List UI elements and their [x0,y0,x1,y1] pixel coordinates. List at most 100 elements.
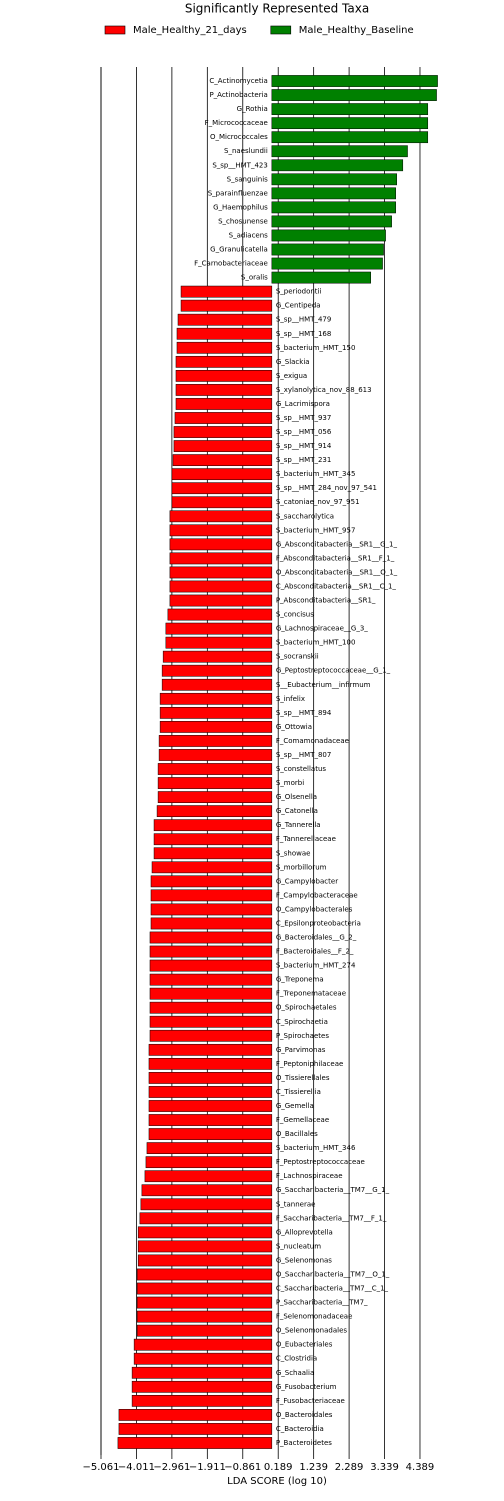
bar [149,959,273,972]
category-label: S_sp__HMT_231 [276,456,331,464]
category-label: S_chosunense [218,217,268,225]
bar [149,931,273,944]
bar [271,75,438,87]
bar [157,777,273,789]
category-label: C_Saccharibacteria__TM7__C_1_ [276,1285,389,1293]
category-label: G_Saccharibacteria__TM7__G_1_ [276,1186,390,1194]
category-label: G_Campylobacter [276,877,338,885]
category-label: G_Absconditabacteria__SR1__G_1_ [276,540,398,548]
category-label: S_xylanolytica_nov_88_613 [276,386,372,394]
category-label: G_Treponema [276,976,324,984]
bar [173,440,273,452]
category-label: G_Parvimonas [276,1046,326,1054]
bar [150,875,273,888]
category-label: S_constellatus [276,765,327,773]
bar [149,1015,273,1028]
bar [271,159,404,172]
category-label: S_morbi [276,779,304,787]
bar [175,370,273,382]
category-label: F_Bacteroidales__F_2_ [276,948,354,956]
category-label: C_Actinomycetia [209,77,267,85]
bar [158,735,273,747]
bar [139,1212,273,1225]
category-label: S_parainfluenzae [208,189,268,197]
x-tick-label: −0.861 [224,1462,261,1473]
bar [148,1100,273,1112]
category-label: S_bacterium_HMT_957 [276,526,356,534]
category-label: S_bacterium_HMT_150 [276,344,356,352]
category-label: F_Fusobacteriaceae [276,1397,345,1405]
category-label: S_sp__HMT_807 [276,751,331,759]
category-label: G_Fusobacterium [276,1383,337,1391]
bar [157,791,273,803]
bar [169,594,273,607]
category-label: F_Peptostreptococcaceae [276,1158,365,1166]
bar [162,650,273,663]
bar [133,1338,273,1351]
category-label: F_Treponemataceae [276,990,346,998]
category-label: G_Selenomonas [276,1256,332,1264]
x-axis-label: LDA SCORE (log 10) [227,1476,327,1487]
category-label: O_Bacteroidales [276,1411,333,1419]
bar [271,271,371,284]
category-label: S_bacterium_HMT_345 [276,470,356,478]
bar [175,384,273,396]
bar [176,341,273,354]
bar [271,243,384,256]
category-label: G_Lachnospiraceae__G_3_ [276,625,368,633]
bar [271,229,386,242]
category-label: F_Lachnospiraceae [276,1172,343,1180]
category-label: S_exigua [276,372,307,380]
category-label: O_Tissierellales [276,1074,330,1082]
bar [145,1156,273,1169]
bar [136,1296,273,1309]
category-label: G_Granulicatella [210,246,268,254]
category-label: P_Bacteroidetes [276,1439,332,1447]
category-label: O_Absconditabacteria__SR1__O_1_ [276,568,398,576]
category-label: S_sp__HMT_284_nov_97_541 [276,484,377,492]
legend-swatch [104,25,126,35]
category-label: O_Selenomonadales [276,1327,348,1335]
category-label: G_Haemophilus [213,203,268,211]
x-tick-label: 4.389 [406,1462,435,1473]
bar [136,1268,273,1281]
category-label: S_infelix [276,695,305,703]
bar [271,257,383,270]
category-label: C_Bacteroidia [276,1425,324,1433]
bar [148,1043,273,1056]
category-label: S_socranskii [276,653,319,661]
bar [171,496,273,509]
category-label: G_Peptostreptococcaceae__G_1_ [276,667,391,675]
category-label: S_sp__HMT_056 [276,428,332,436]
bar [146,1142,273,1154]
category-label: G_Slackia [276,358,310,366]
category-label: F_Gemellaceae [276,1116,329,1124]
category-label: S_sanguinis [227,175,269,183]
bar [131,1394,273,1407]
category-label: F_Carnobacteriaceae [194,260,268,268]
category-label: S_oralis [241,274,268,282]
legend-swatch [270,25,292,35]
category-label: C_Epsilonproteobacteria [276,919,361,927]
category-label: O_Spirochaetales [276,1004,337,1012]
bar [149,945,273,958]
category-label: S_tannerae [276,1200,316,1208]
bar [148,1114,273,1126]
category-label: S__Eubacterium__infirmum [276,681,371,689]
x-tick-label: −5.061 [82,1462,119,1473]
category-label: S_bacterium_HMT_100 [276,639,356,647]
bar [156,805,273,818]
bar [148,1128,273,1140]
category-label: S_concisus [276,611,314,619]
category-label: F_Selenomonadaceae [276,1313,353,1321]
category-label: G_Rothia [237,105,268,113]
bar [148,1072,273,1084]
x-tick-label: 0.189 [264,1462,293,1473]
x-tick-label: 3.339 [370,1462,399,1473]
bar [175,355,273,368]
bar [169,580,273,593]
category-label: S_naeslundii [224,147,268,155]
bar [150,917,273,930]
bar [271,215,392,228]
